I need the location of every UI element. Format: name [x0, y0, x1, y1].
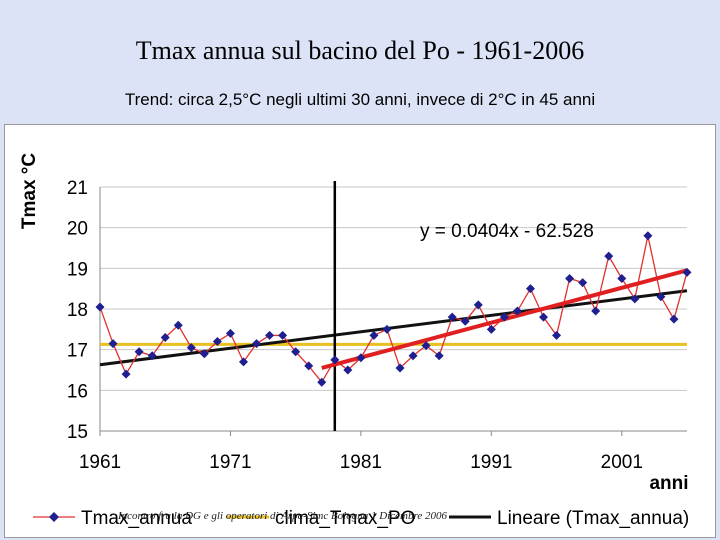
- data-point: [134, 347, 144, 357]
- data-point: [460, 316, 470, 326]
- data-point: [356, 353, 366, 363]
- data-point: [304, 361, 314, 371]
- data-point: [369, 330, 379, 340]
- data-point: [108, 339, 118, 349]
- y-tick-label: 19: [67, 259, 88, 280]
- slide-title: Tmax annua sul bacino del Po - 1961-2006: [135, 36, 585, 65]
- data-point: [238, 357, 248, 367]
- x-tick-label: 2001: [601, 452, 643, 473]
- x-tick-label: 1991: [470, 452, 512, 473]
- data-point: [160, 332, 170, 342]
- footer-text: Incontro fra la DG e gli operatori di Ar…: [118, 510, 447, 522]
- data-point: [147, 351, 157, 361]
- data-point: [525, 284, 535, 294]
- data-point: [421, 341, 431, 351]
- data-point: [173, 320, 183, 330]
- linear-trend-line: [99, 289, 688, 367]
- data-point: [330, 355, 340, 365]
- y-axis-label: Tmax °C: [19, 153, 40, 230]
- data-point: [121, 369, 131, 379]
- data-point: [578, 278, 588, 288]
- data-point: [486, 324, 496, 334]
- data-point: [552, 330, 562, 340]
- y-tick-label: 15: [67, 422, 88, 443]
- legend-marker-tmax: [49, 512, 59, 522]
- data-point: [212, 337, 222, 347]
- data-point: [408, 351, 418, 361]
- slide-subtitle: Trend: circa 2,5°C negli ultimi 30 anni,…: [124, 90, 596, 109]
- chart-area: 15 16 17 18 19 20 21 1961 1971 1981 1991 2001 Tmax °…: [4, 124, 716, 538]
- data-point: [539, 312, 549, 322]
- data-point: [382, 324, 392, 334]
- x-axis-label: anni: [649, 473, 688, 494]
- x-tick-label: 1981: [340, 452, 382, 473]
- data-point: [186, 343, 196, 353]
- data-point: [656, 292, 666, 302]
- y-tick-label: 17: [67, 341, 88, 362]
- data-point: [447, 312, 457, 322]
- y-tick-label: 20: [67, 219, 88, 240]
- data-point: [395, 363, 405, 373]
- x-tick-label: 1971: [209, 452, 251, 473]
- data-point: [278, 330, 288, 340]
- data-point: [291, 347, 301, 357]
- data-point: [343, 365, 353, 375]
- data-point: [499, 312, 509, 322]
- y-tick-label: 18: [67, 300, 88, 321]
- data-point: [682, 267, 692, 277]
- legend-label-tmax: Tmax_annua: [81, 508, 192, 529]
- data-point: [317, 377, 327, 387]
- data-point: [643, 231, 653, 241]
- data-point: [265, 330, 275, 340]
- data-point: [630, 294, 640, 304]
- data-point: [604, 251, 614, 261]
- data-point: [473, 300, 483, 310]
- data-point: [434, 351, 444, 361]
- y-tick-label: 16: [67, 381, 88, 402]
- legend-label-clima: clima_Tmax_PO: [275, 508, 415, 529]
- legend-label-linear: Lineare (Tmax_annua): [497, 508, 689, 529]
- data-point: [252, 339, 262, 349]
- data-point: [512, 306, 522, 316]
- data-point: [617, 274, 627, 283]
- data-point: [591, 306, 601, 316]
- data-point: [199, 349, 209, 359]
- data-point: [225, 328, 235, 338]
- data-point: [565, 274, 575, 283]
- y-tick-label: 21: [67, 178, 88, 199]
- data-point: [95, 302, 105, 312]
- x-tick-label: 1961: [79, 452, 121, 473]
- equation-label: y = 0.0404x - 62.528: [420, 221, 594, 242]
- chart-svg: 15 16 17 18 19 20 21 1961 1971 1981 1991 2001 Tmax °…: [19, 153, 692, 529]
- data-point: [669, 314, 679, 324]
